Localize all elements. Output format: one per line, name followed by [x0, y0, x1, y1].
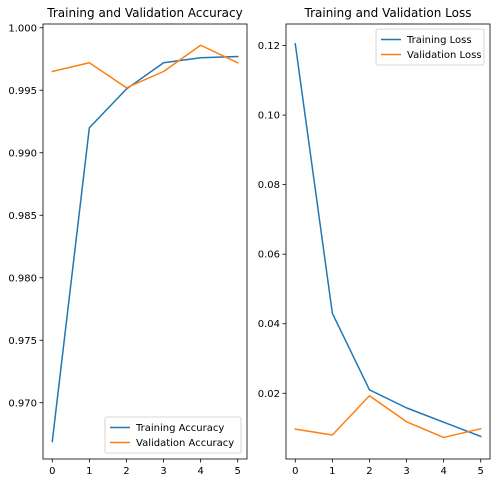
loss-y-tick-label: 0.10 — [258, 111, 280, 122]
accuracy-y-tick-label: 0.990 — [8, 148, 37, 159]
accuracy-legend-box — [104, 416, 242, 454]
loss-x-tick-label: 5 — [478, 466, 484, 477]
accuracy-axes-frame — [42, 23, 248, 460]
loss-y-tick-label: 0.02 — [258, 389, 280, 400]
loss-x-tick-label: 0 — [292, 466, 298, 477]
loss-x-tick-label: 2 — [366, 466, 372, 477]
loss-legend-label-0: Training Loss — [406, 35, 472, 46]
accuracy-legend-label-0: Training Accuracy — [135, 423, 224, 434]
accuracy-y-tick-label: 0.995 — [8, 86, 37, 97]
loss-y-tick-label: 0.08 — [258, 180, 280, 191]
accuracy-x-tick-label: 2 — [123, 466, 129, 477]
accuracy-y-tick-label: 0.970 — [8, 398, 37, 409]
accuracy-chart: Training and Validation Accuracy 0 1 2 3 4 5 0.… — [8, 6, 248, 477]
loss-legend-box — [375, 28, 485, 66]
loss-x-tick-label: 3 — [403, 466, 409, 477]
loss-chart-title: Training and Validation Loss — [304, 6, 472, 20]
loss-axes-frame — [285, 23, 491, 460]
loss-x-tick-label: 4 — [440, 466, 446, 477]
loss-y-tick-label: 0.04 — [258, 319, 280, 330]
accuracy-legend-label-1: Validation Accuracy — [136, 438, 234, 449]
accuracy-x-tick-label: 0 — [49, 466, 55, 477]
accuracy-y-tick-label: 0.975 — [8, 336, 37, 347]
loss-series-line-1 — [294, 394, 482, 439]
accuracy-series-line-0 — [51, 55, 239, 443]
loss-chart: Training and Validation Loss 0 1 2 3 4 5 0.02 0.… — [258, 6, 491, 477]
accuracy-x-tick-label: 3 — [160, 466, 166, 477]
loss-y-tick-label: 0.12 — [258, 41, 280, 52]
accuracy-x-tick-label: 5 — [235, 466, 241, 477]
accuracy-x-tick-label: 4 — [197, 466, 203, 477]
loss-series-line-0 — [294, 42, 482, 438]
accuracy-legend: Training Accuracy Validation Accuracy — [104, 416, 242, 454]
accuracy-series-line-1 — [51, 44, 239, 89]
accuracy-x-tick-label: 1 — [86, 466, 92, 477]
accuracy-y-tick-label: 0.980 — [8, 273, 37, 284]
accuracy-y-tick-label: 0.985 — [8, 211, 37, 222]
loss-legend: Training Loss Validation Loss — [375, 28, 485, 66]
loss-y-tick-label: 0.06 — [258, 250, 280, 261]
loss-legend-label-1: Validation Loss — [407, 50, 482, 61]
loss-x-tick-label: 1 — [329, 466, 335, 477]
accuracy-y-tick-label: 1.000 — [8, 23, 37, 34]
accuracy-chart-title: Training and Validation Accuracy — [46, 6, 242, 20]
